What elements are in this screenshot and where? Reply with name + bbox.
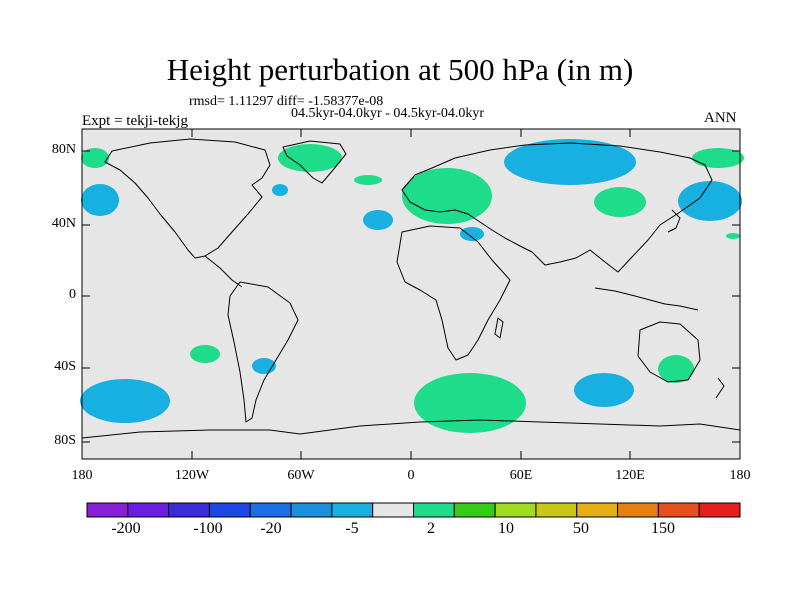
colorbar-label: -20 xyxy=(260,520,282,537)
coastline-greenland xyxy=(282,140,347,184)
lon-label: 180 xyxy=(729,468,751,483)
axis-ticks xyxy=(82,129,740,459)
coastline-south-america xyxy=(227,281,299,423)
colorbar-label: 50 xyxy=(573,520,589,537)
coastline-central-america xyxy=(204,255,243,288)
colorbar-swatch xyxy=(249,502,292,518)
lat-label: 80S xyxy=(54,433,76,448)
anomaly-patch xyxy=(80,379,170,423)
anomaly-patch xyxy=(402,168,492,224)
season-label: ANN xyxy=(704,110,737,126)
lat-label: 80N xyxy=(51,142,76,157)
coastline-japan xyxy=(667,209,681,233)
anomaly-patch xyxy=(504,139,636,185)
anomaly-patch xyxy=(726,233,740,239)
stats-line: rmsd= 1.11297 diff= -1.58377e-08 xyxy=(189,94,384,109)
colorbar-swatch xyxy=(617,502,659,518)
anomaly-patch xyxy=(81,184,119,216)
colorbar-swatch xyxy=(372,502,414,518)
map-background xyxy=(82,129,740,459)
coastline-north-america xyxy=(104,138,271,259)
lat-label: 0 xyxy=(69,287,76,302)
lon-label: 120W xyxy=(174,468,210,483)
colorbar-label: 10 xyxy=(498,520,514,537)
anomaly-patch xyxy=(354,175,382,185)
lat-label: 40N xyxy=(51,216,76,231)
lon-label: 0 xyxy=(407,468,415,483)
colorbar-swatch xyxy=(657,502,700,518)
colorbar-swatch xyxy=(168,502,210,518)
coastline-australia xyxy=(637,321,701,383)
colorbar-label: -100 xyxy=(193,520,223,537)
lon-label: 180 xyxy=(71,468,93,483)
colorbar-swatch xyxy=(453,502,496,518)
lat-label: 40S xyxy=(54,359,76,374)
colorbar-swatch xyxy=(127,502,170,518)
colorbar-swatch xyxy=(494,502,537,518)
anomaly-patch xyxy=(278,144,342,172)
colorbar-swatch xyxy=(698,502,741,518)
positive-anomalies xyxy=(81,144,744,433)
colorbar xyxy=(86,502,741,518)
anomaly-patch xyxy=(190,345,220,363)
lon-label: 60W xyxy=(287,468,315,483)
coastline-eurasia xyxy=(401,142,713,273)
anomaly-patch xyxy=(658,355,694,383)
anomaly-patch xyxy=(678,181,742,221)
colorbar-swatch xyxy=(413,502,455,518)
coastline-madagascar xyxy=(494,317,504,339)
anomaly-patch xyxy=(363,210,393,230)
negative-anomalies xyxy=(80,139,742,423)
anomaly-patch xyxy=(81,148,109,168)
colorbar-swatch xyxy=(208,502,251,518)
colorbar-swatch xyxy=(576,502,619,518)
colorbar-label: -200 xyxy=(111,520,141,537)
colorbar-label: 2 xyxy=(427,520,435,537)
experiment-range: 04.5kyr-04.0kyr - 04.5kyr-04.0kyr xyxy=(291,106,485,121)
map-title: Height perturbation at 500 hPa (in m) xyxy=(166,52,634,87)
colorbar-swatch xyxy=(86,502,129,518)
anomaly-patch xyxy=(574,373,634,407)
lon-label: 60E xyxy=(509,468,533,483)
colorbar-swatch xyxy=(535,502,578,518)
anomaly-patch xyxy=(414,373,526,433)
coastline-africa xyxy=(396,225,511,361)
colorbar-swatch xyxy=(290,502,333,518)
anomaly-patch xyxy=(272,184,288,196)
anomaly-patch xyxy=(692,148,744,168)
coastline-indonesia xyxy=(594,287,699,311)
colorbar-label: -5 xyxy=(345,520,359,537)
anomaly-patch xyxy=(594,187,646,217)
coastlines xyxy=(81,138,741,439)
coastline-antarctica xyxy=(81,419,741,439)
anomaly-patch xyxy=(460,227,484,241)
colorbar-swatch xyxy=(331,502,374,518)
experiment-label: Expt = tekji-tekjg xyxy=(82,113,188,129)
coastline-new-zealand xyxy=(715,377,725,399)
colorbar-label: 150 xyxy=(651,520,675,537)
lon-label: 120E xyxy=(615,468,645,483)
